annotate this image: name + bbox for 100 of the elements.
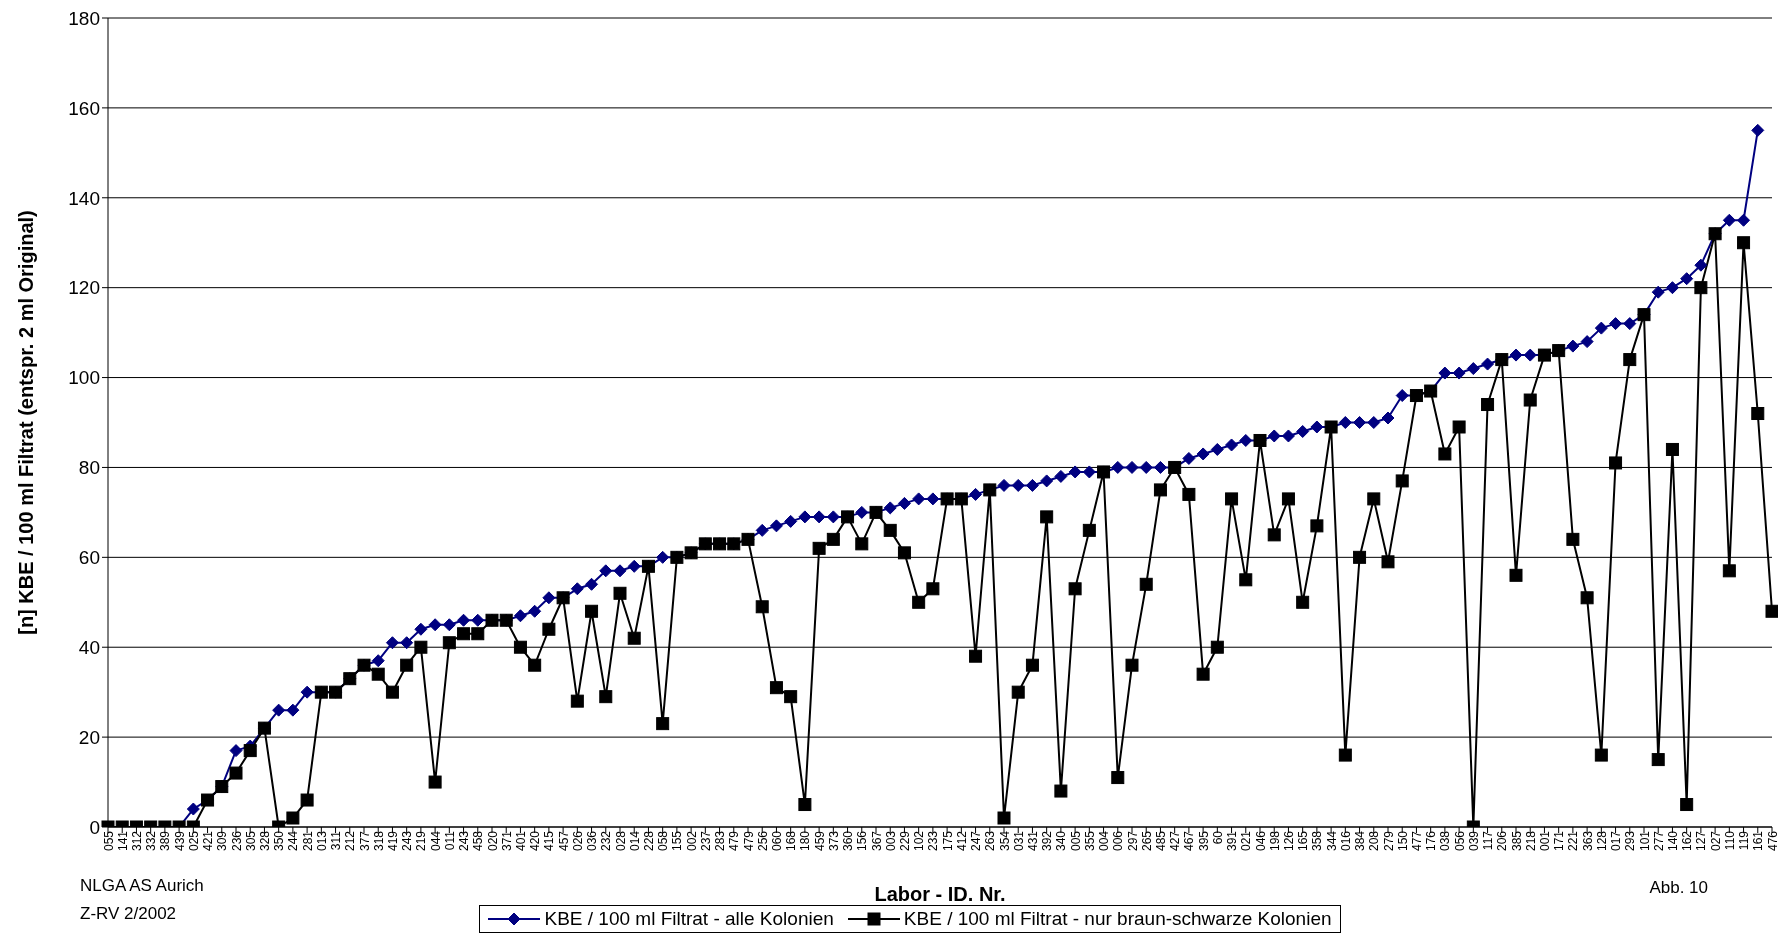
x-tick-label: 141 [115,830,130,852]
x-tick-label: 006 [1111,830,1126,852]
x-tick-label: 021 [1239,830,1254,852]
x-tick-label: 60 [1210,830,1225,845]
legend-label: KBE / 100 ml Filtrat - alle Kolonien [543,908,834,930]
x-tick-label: 367 [869,830,884,852]
x-tick-label: 025 [186,830,201,852]
x-tick-label: 371 [499,830,514,852]
x-tick-label: 458 [471,830,486,852]
x-tick-label: 060 [769,830,784,852]
x-tick-label: 055 [101,830,116,852]
x-tick-label: 459 [812,830,827,852]
x-tick-label: 171 [1552,830,1567,852]
x-tick-label: 391 [1225,830,1240,852]
x-tick-label: 439 [172,830,187,852]
x-tick-label: 318 [371,830,386,852]
x-tick-label: 180 [798,830,813,852]
y-tick-label: 180 [68,7,100,29]
x-tick-label: 004 [1097,830,1112,852]
x-tick-label: 175 [940,830,955,852]
text: Z-RV 2/2002 [80,904,177,924]
x-tick-label: 046 [1253,830,1268,852]
x-tick-label: 328 [257,830,272,852]
x-tick-label: 028 [613,830,628,852]
x-tick-label: 277 [1651,830,1666,852]
x-tick-label: 421 [201,830,216,852]
x-tick-label: 244 [286,830,301,852]
x-tick-label: 283 [713,830,728,852]
y-tick-label: 120 [68,277,100,299]
x-tick-label: 001 [1537,830,1552,852]
caption: Abb. 10 [1649,878,1708,898]
y-tick-label: 60 [78,547,100,569]
x-tick-label: 395 [1196,830,1211,852]
x-tick-label: 412 [954,830,969,852]
x-tick-label: 017 [1609,830,1624,852]
x-tick-label: 485 [1153,830,1168,852]
x-tick-label: 150 [1395,830,1410,852]
x-tick-label: 297 [1125,830,1140,852]
x-axis-title: Labor - ID. Nr. [874,883,1006,905]
x-tick-label: 005 [1068,830,1083,852]
x-tick-label: 340 [1054,830,1069,852]
x-tick-label: 102 [912,830,927,852]
x-tick-label: 229 [897,830,912,852]
x-tick-label: 237 [698,830,713,852]
y-tick-label: 0 [89,816,100,838]
x-tick-label: 420 [528,830,543,852]
x-tick-label: 392 [1040,830,1055,852]
x-tick-label: 011 [442,830,457,851]
x-tick-label: 281 [300,830,315,852]
x-tick-label: 476 [1765,830,1778,852]
x-tick-label: 127 [1694,830,1709,852]
x-tick-label: 117 [1481,830,1496,851]
x-tick-label: 477 [1409,830,1424,852]
y-tick-label: 100 [68,367,100,389]
x-tick-label: 039 [1466,830,1481,852]
y-tick-label: 160 [68,97,100,119]
x-tick-label: 236 [229,830,244,852]
x-tick-label: 003 [883,830,898,852]
x-tick-label: 044 [428,830,443,852]
x-tick-label: 265 [1139,830,1154,852]
x-tick-label: 279 [1381,830,1396,852]
x-tick-label: 219 [414,830,429,852]
x-tick-label: 036 [585,830,600,852]
x-tick-label: 419 [385,830,400,852]
x-tick-label: 311 [329,830,344,851]
text: NLGA AS Aurich [80,876,204,896]
legend-label: KBE / 100 ml Filtrat - nur braun-schwarze Kolonien [902,908,1332,930]
x-tick-label: 377 [357,830,372,852]
y-tick-label: 140 [68,187,100,209]
x-tick-label: 058 [656,830,671,852]
x-tick-label: 119 [1737,830,1752,851]
x-tick-label: 243 [457,830,472,852]
x-tick-label: 355 [1082,830,1097,852]
x-tick-label: 027 [1708,830,1723,852]
x-tick-label: 026 [570,830,585,852]
x-tick-label: 263 [983,830,998,852]
x-tick-label: 312 [129,830,144,852]
x-tick-label: 344 [1324,830,1339,852]
x-tick-label: 293 [1623,830,1638,852]
x-tick-label: 233 [926,830,941,852]
x-tick-label: 014 [627,830,642,852]
x-tick-label: 457 [556,830,571,852]
x-tick-label: 031 [1011,830,1026,852]
x-tick-label: 168 [784,830,799,852]
x-tick-label: 232 [599,830,614,852]
x-tick-label: 373 [826,830,841,852]
x-tick-label: 156 [855,830,870,852]
x-tick-label: 212 [343,830,358,852]
x-tick-label: 198 [1267,830,1282,852]
x-tick-label: 305 [243,830,258,852]
x-tick-label: 056 [1452,830,1467,852]
y-tick-label: 80 [78,457,100,479]
x-tick-label: 309 [215,830,230,852]
x-tick-label: 221 [1566,830,1581,852]
x-tick-label: 161 [1751,830,1766,852]
y-axis-title: [n] KBE / 100 ml Filtrat (entspr. 2 ml Original) [15,210,38,635]
x-tick-label: 208 [1367,830,1382,852]
x-tick-label: 162 [1680,830,1695,852]
y-tick-label: 40 [78,636,100,658]
x-tick-label: 354 [997,830,1012,852]
